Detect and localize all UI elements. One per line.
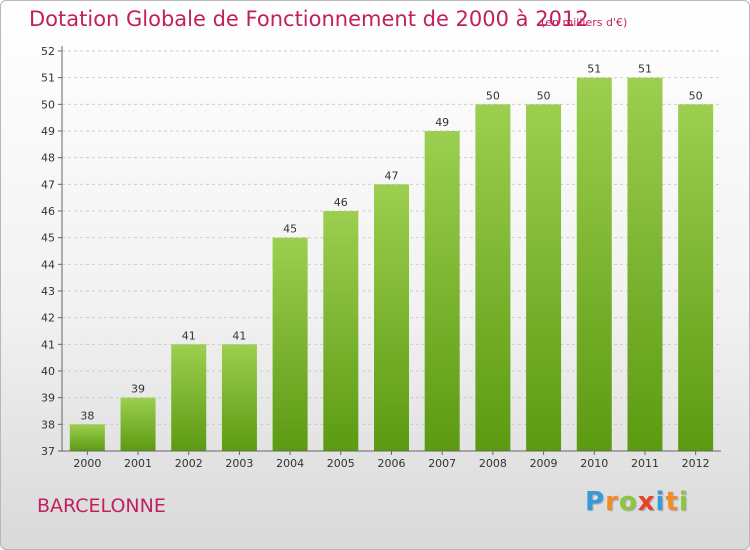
logo-letter: i [678, 487, 689, 517]
logo-letter: P [585, 487, 606, 517]
chart-title: Dotation Globale de Fonctionnement de 20… [29, 7, 589, 31]
logo-letter: o [618, 487, 638, 517]
y-tick-label: 48 [41, 152, 55, 165]
x-tick-label: 2012 [682, 457, 710, 470]
y-tick-label: 38 [41, 418, 55, 431]
data-label: 50 [537, 89, 551, 102]
x-tick-label: 2008 [479, 457, 507, 470]
y-tick-label: 49 [41, 125, 55, 138]
y-tick-label: 44 [41, 258, 55, 271]
data-label: 39 [131, 383, 145, 396]
x-tick-label: 2007 [428, 457, 456, 470]
bar-2011 [627, 77, 663, 452]
x-tick-label: 2003 [225, 457, 253, 470]
data-label: 51 [587, 63, 601, 76]
bar-2010 [576, 77, 612, 452]
x-tick-label: 2000 [73, 457, 101, 470]
x-tick-label: 2010 [580, 457, 608, 470]
y-tick-label: 41 [41, 338, 55, 351]
y-tick-label: 39 [41, 392, 55, 405]
x-tick-label: 2004 [276, 457, 304, 470]
data-label: 49 [435, 116, 449, 129]
x-tick-label: 2009 [530, 457, 558, 470]
x-tick-label: 2006 [378, 457, 406, 470]
data-label: 47 [385, 169, 399, 182]
x-tick-label: 2002 [175, 457, 203, 470]
y-tick-label: 45 [41, 232, 55, 245]
bar-2006 [374, 184, 409, 452]
bar-2001 [120, 397, 156, 451]
bar-2009 [526, 104, 562, 451]
bar-2005 [323, 211, 359, 451]
logo-letter: r [605, 487, 619, 517]
data-label: 51 [638, 63, 652, 76]
commune-name: BARCELONNE [37, 495, 166, 517]
x-tick-label: 2001 [124, 457, 152, 470]
bar-2012 [678, 104, 714, 451]
y-tick-label: 40 [41, 365, 55, 378]
data-label: 41 [182, 329, 196, 342]
y-tick-label: 37 [41, 445, 55, 458]
y-tick-label: 50 [41, 98, 55, 111]
bar-2004 [272, 237, 308, 451]
bar-2000 [69, 424, 105, 451]
logo-letter: i [655, 487, 666, 517]
bar-2007 [424, 131, 460, 451]
data-label: 46 [334, 196, 348, 209]
data-label: 45 [283, 223, 297, 236]
bar-2003 [221, 344, 257, 451]
bar-2002 [171, 344, 207, 451]
y-tick-label: 46 [41, 205, 55, 218]
unit-note: (en milliers d'€) [541, 16, 628, 29]
proxiti-logo: Proxiti [585, 487, 689, 517]
x-tick-label: 2005 [327, 457, 355, 470]
data-label: 50 [689, 89, 703, 102]
logo-letter: t [665, 487, 679, 517]
y-tick-label: 42 [41, 312, 55, 325]
x-tick-label: 2011 [631, 457, 659, 470]
data-label: 38 [80, 409, 94, 422]
y-tick-label: 51 [41, 72, 55, 85]
y-tick-label: 52 [41, 45, 55, 58]
bar-2008 [475, 104, 511, 451]
data-label: 41 [232, 329, 246, 342]
data-label: 50 [486, 89, 500, 102]
y-tick-label: 43 [41, 285, 55, 298]
y-tick-label: 47 [41, 178, 55, 191]
logo-letter: x [637, 487, 656, 517]
